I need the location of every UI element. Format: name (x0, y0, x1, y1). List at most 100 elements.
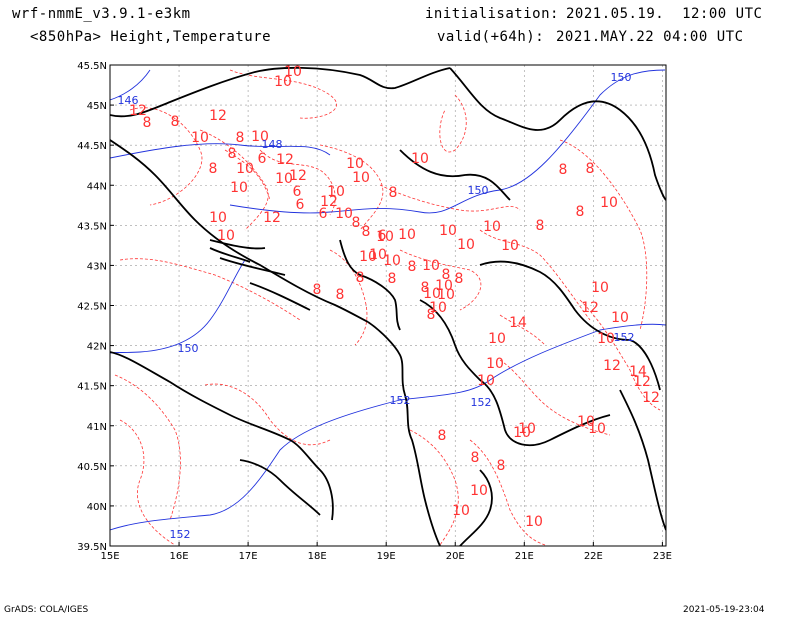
temperature-contour-label: 12 (289, 168, 307, 184)
temperature-contour-label: 8 (455, 271, 464, 287)
temperature-contour-label: 10 (588, 421, 606, 437)
temperature-contour-label: 12 (276, 152, 294, 168)
height-contour-label: 148 (262, 138, 283, 151)
temperature-contour-label: 8 (536, 218, 545, 234)
lon-tick-label: 16E (170, 551, 189, 562)
lon-tick-label: 23E (653, 551, 672, 562)
temperature-contour-label: 10 (525, 514, 543, 530)
temperature-contours (114, 69, 661, 546)
lat-tick-label: 41.5N (77, 382, 107, 393)
initialisation-value: 2021.05.19. 12:00 UTC (566, 6, 763, 22)
temperature-contour-label: 8 (362, 224, 371, 240)
temperature-contour-label: 14 (509, 315, 527, 331)
lat-tick-label: 45.5N (77, 61, 107, 72)
temperature-contour-label: 12 (633, 374, 651, 390)
valid-value: 2021.MAY.22 04:00 UTC (556, 29, 744, 45)
temperature-contour-label: 8 (442, 267, 451, 283)
temperature-contour-label: 10 (236, 161, 254, 177)
valid-label: valid(+64h): (437, 29, 545, 45)
temperature-contour-label: 10 (437, 287, 455, 303)
lat-tick-label: 44.5N (77, 141, 107, 152)
temperature-contour-label: 8 (171, 114, 180, 130)
timestamp-text: 2021-05-19-23:04 (683, 605, 765, 615)
temperature-contour-label: 8 (559, 162, 568, 178)
temperature-contour-label: 10 (452, 503, 470, 519)
lat-tick-label: 42N (87, 342, 107, 353)
lat-tick-label: 43N (87, 261, 107, 272)
longitude-axis: 15E 16E 17E 18E 19E 20E 21E 22E 23E (100, 542, 672, 562)
temperature-contour-label: 10 (488, 331, 506, 347)
latitude-axis: 45.5N 45N 44.5N 44N 43.5N 43N 42.5N 42N 41.5N 41N… (77, 61, 114, 553)
temperature-contour-label: 12 (320, 194, 338, 210)
height-contour-label: 146 (118, 94, 139, 107)
lon-tick-label: 17E (239, 551, 258, 562)
temperature-contour-label: 8 (427, 307, 436, 323)
temperature-contour-label: 12 (581, 300, 599, 316)
temperature-contour-label: 10 (398, 227, 416, 243)
temperature-contour-label: 10 (611, 310, 629, 326)
temperature-contour-label: 10 (383, 253, 401, 269)
lat-tick-label: 40.5N (77, 462, 107, 473)
temperature-contour-label: 8 (236, 130, 245, 146)
temperature-contour-label: 10 (352, 170, 370, 186)
temperature-contour-label: 10 (274, 74, 292, 90)
temperature-contour-label: 10 (597, 331, 615, 347)
height-contour-label: 152 (614, 331, 635, 344)
temperature-contour-label: 12 (603, 358, 621, 374)
temperature-contour-label: 10 (335, 206, 353, 222)
temperature-contour-label: 6 (378, 228, 387, 244)
temperature-contour-label: 8 (209, 161, 218, 177)
temperature-contour-label: 10 (501, 238, 519, 254)
height-contour-label: 150 (468, 184, 489, 197)
temperature-contour-label: 8 (389, 185, 398, 201)
temperature-contour-label: 8 (408, 259, 417, 275)
lon-tick-label: 22E (584, 551, 603, 562)
field-description: <850hPa> Height,Temperature (30, 29, 272, 45)
coastlines-borders (110, 66, 666, 546)
temperature-contour-label: 6 (293, 184, 302, 200)
temperature-contour-label: 10 (359, 249, 377, 265)
temperature-contour-label: 10 (217, 228, 235, 244)
temperature-contour-label: 10 (346, 156, 364, 172)
lat-tick-label: 41N (87, 422, 107, 433)
lon-tick-label: 18E (308, 551, 327, 562)
temperature-contour-label: 6 (296, 197, 305, 213)
lon-tick-label: 19E (377, 551, 396, 562)
temperature-contour-label: 8 (497, 458, 506, 474)
temperature-contour-label: 10 (435, 278, 453, 294)
temperature-contour-label: 10 (457, 237, 475, 253)
temperature-contour-label: 10 (477, 373, 495, 389)
temperature-contour-label: 10 (327, 184, 345, 200)
temperature-contour-label: 8 (336, 287, 345, 303)
temperature-contour-label: 10 (513, 425, 531, 441)
temperature-contour-label: 10 (429, 300, 447, 316)
temperature-contour-label: 12 (263, 210, 281, 226)
lat-tick-label: 44N (87, 181, 107, 192)
temperature-contour-label: 10 (518, 421, 536, 437)
height-contour-label: 150 (178, 342, 199, 355)
temperature-contour-label: 12 (209, 108, 227, 124)
lat-tick-label: 43.5N (77, 221, 107, 232)
temperature-contour-label: 8 (576, 204, 585, 220)
temperature-contour-label: 8 (352, 215, 361, 231)
temperature-contour-label: 10 (439, 223, 457, 239)
temperature-contour-label: 10 (422, 258, 440, 274)
lon-tick-label: 20E (446, 551, 465, 562)
temperature-contour-label: 8 (228, 146, 237, 162)
temperature-contour-label: 12 (642, 390, 660, 406)
temperature-contour-label: 8 (421, 280, 430, 296)
credit-text: GrADS: COLA/IGES (4, 605, 89, 615)
temperature-contour-label: 10 (230, 180, 248, 196)
temperature-contour-label: 10 (411, 151, 429, 167)
height-contours (110, 69, 666, 531)
temperature-contour-label: 10 (191, 130, 209, 146)
temperature-contour-label: 10 (591, 280, 609, 296)
lat-tick-label: 39.5N (77, 542, 107, 553)
model-name: wrf-nmmE_v3.9.1-e3km (12, 6, 191, 22)
lat-tick-label: 45N (87, 101, 107, 112)
lat-lon-grid (110, 65, 666, 546)
temperature-contour-label: 10 (284, 64, 302, 80)
